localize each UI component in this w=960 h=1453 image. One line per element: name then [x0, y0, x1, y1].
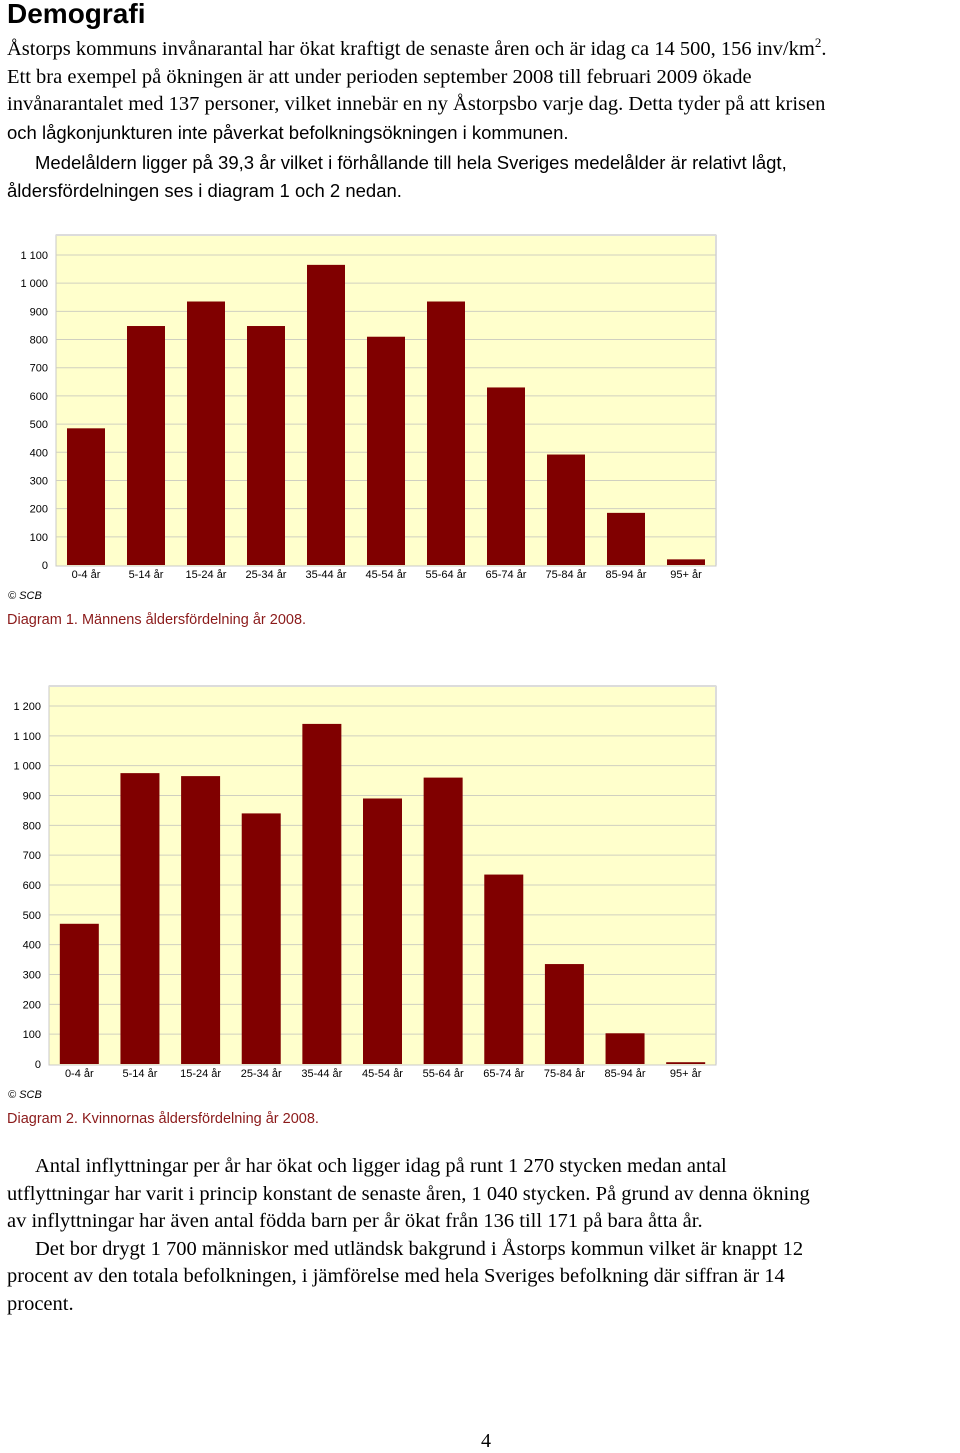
y-tick-label: 300	[23, 970, 41, 982]
paragraph-line: Medelåldern ligger på 39,3 år vilket i f…	[35, 152, 787, 173]
chart-women-age-distribution: 0 100 200 300 400 500 600 700 800 900 1 000 1 100 1 …	[6, 685, 726, 1108]
source-note: © SCB	[8, 1089, 42, 1101]
bar	[247, 326, 285, 565]
y-tick-label: 300	[30, 475, 48, 487]
y-tick-label: 0	[42, 560, 48, 572]
paragraph-line: procent.	[7, 1292, 74, 1315]
bar	[59, 923, 99, 1064]
bar	[67, 428, 105, 565]
bar	[187, 301, 225, 565]
y-tick-label: 1 100	[13, 731, 41, 743]
y-tick-label: 500	[23, 910, 41, 922]
y-tick-label: 800	[30, 335, 48, 347]
page-number: 4	[481, 1430, 491, 1452]
paragraph-line: åldersfördelningen ses i diagram 1 och 2…	[7, 179, 402, 201]
x-tick-label: 15-24 år	[186, 569, 227, 581]
y-tick-label: 900	[30, 306, 48, 318]
paragraph-population: Åstorps kommuns invånarantal har ökat kr…	[7, 36, 960, 147]
x-tick-label: 95+ år	[670, 1068, 702, 1080]
y-tick-label: 1 000	[20, 278, 48, 290]
x-tick-label: 25-34 år	[246, 569, 287, 581]
x-tick-label: 0-4 år	[72, 569, 101, 581]
y-tick-label: 1 000	[13, 761, 41, 773]
x-tick-label: 5-14 år	[129, 569, 164, 581]
chart-men-age-distribution: 0 100 200 300 400 500 600 700 800 900 1 000 1 100 0-…	[6, 234, 726, 610]
paragraph-line: och lågkonjunkturen inte påverkat befolk…	[7, 121, 569, 143]
x-tick-label: 55-64 år	[423, 1068, 464, 1080]
footnote-ref: 2	[814, 35, 822, 51]
x-tick-label: 65-74 år	[486, 569, 527, 581]
paragraph-line: procent av den totala befolkningen, i jä…	[7, 1265, 785, 1287]
y-tick-label: 600	[23, 880, 41, 892]
paragraph-line: Åstorps kommuns invånarantal har ökat kr…	[7, 38, 815, 60]
x-tick-label: 15-24 år	[180, 1068, 221, 1080]
y-tick-label: 900	[23, 791, 41, 803]
bar	[427, 301, 465, 565]
figure-caption: Diagram 2. Kvinnornas åldersfördelning å…	[7, 1111, 319, 1127]
y-tick-label: 0	[35, 1059, 41, 1071]
y-tick-label: 200	[23, 999, 41, 1011]
bar	[484, 874, 524, 1064]
bar	[127, 326, 165, 565]
paragraph-punct: .	[821, 38, 827, 60]
y-tick-label: 700	[23, 850, 41, 862]
page-heading: Demografi	[7, 0, 146, 29]
paragraph-line: Det bor drygt 1 700 människor med utländ…	[35, 1237, 804, 1260]
y-tick-label: 100	[30, 532, 48, 544]
x-tick-label: 0-4 år	[65, 1068, 94, 1080]
paragraph-line: invånarantalet med 137 personer, vilket …	[7, 93, 826, 115]
bar	[423, 777, 463, 1064]
y-tick-label: 400	[23, 940, 41, 952]
y-tick-label: 200	[30, 504, 48, 516]
bar-chart-women: 0 100 200 300 400 500 600 700 800 900 1 000 1 100 1 …	[8, 685, 717, 1101]
x-tick-label: 85-94 år	[606, 569, 647, 581]
y-tick-label: 100	[23, 1029, 41, 1041]
figure-caption: Diagram 1. Männens åldersfördelning år 2…	[7, 612, 307, 628]
x-tick-label: 75-84 år	[544, 1068, 585, 1080]
x-tick-label: 25-34 år	[241, 1068, 282, 1080]
x-tick-label: 75-84 år	[546, 569, 587, 581]
paragraph-migration: Antal inflyttningar per år har ökat och …	[7, 1153, 960, 1318]
bar	[302, 723, 342, 1064]
x-tick-label: 35-44 år	[306, 569, 347, 581]
source-note: © SCB	[8, 590, 42, 602]
bar	[666, 1062, 706, 1064]
x-tick-label: 35-44 år	[301, 1068, 342, 1080]
bar	[363, 798, 402, 1064]
bar	[181, 776, 221, 1064]
y-tick-label: 700	[30, 363, 48, 375]
paragraph-median-age: Medelåldern ligger på 39,3 år vilket i f…	[7, 149, 960, 204]
y-tick-label: 400	[30, 447, 48, 459]
x-tick-label: 85-94 år	[605, 1068, 646, 1080]
x-tick-label: 65-74 år	[483, 1068, 524, 1080]
y-tick-label: 1 200	[13, 701, 41, 713]
y-tick-label: 1 100	[20, 250, 48, 262]
y-tick-label: 600	[30, 391, 48, 403]
bar	[367, 336, 405, 565]
bar	[607, 512, 645, 565]
x-tick-label: 45-54 år	[366, 569, 407, 581]
paragraph-line: Ett bra exempel på ökningen är att under…	[7, 65, 752, 88]
bar	[544, 964, 584, 1064]
bar	[120, 773, 160, 1064]
y-tick-label: 800	[23, 820, 41, 832]
bar	[605, 1033, 645, 1064]
paragraph-line: Antal inflyttningar per år har ökat och …	[35, 1155, 727, 1177]
bar	[487, 387, 525, 565]
x-tick-label: 55-64 år	[426, 569, 467, 581]
bar	[667, 559, 705, 565]
bar	[241, 813, 281, 1064]
x-tick-label: 45-54 år	[362, 1068, 403, 1080]
y-tick-label: 500	[30, 419, 48, 431]
x-tick-label: 95+ år	[670, 569, 702, 581]
bar	[307, 264, 345, 565]
paragraph-line: utflyttningar har varit i princip konsta…	[7, 1182, 810, 1205]
x-tick-label: 5-14 år	[123, 1068, 158, 1080]
bar	[547, 454, 585, 565]
paragraph-line: av inflyttningar har även antal födda ba…	[7, 1210, 703, 1232]
